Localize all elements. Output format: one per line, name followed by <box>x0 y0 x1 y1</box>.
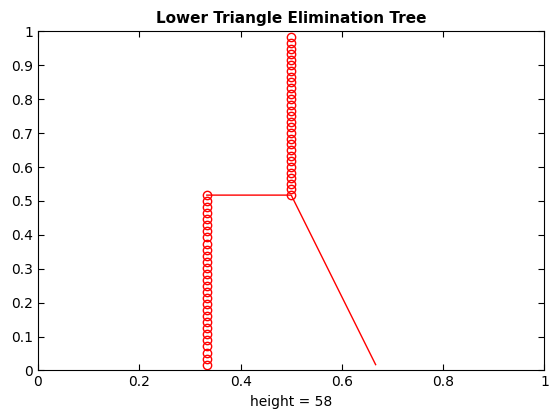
Title: Lower Triangle Elimination Tree: Lower Triangle Elimination Tree <box>156 11 427 26</box>
X-axis label: height = 58: height = 58 <box>250 395 332 409</box>
